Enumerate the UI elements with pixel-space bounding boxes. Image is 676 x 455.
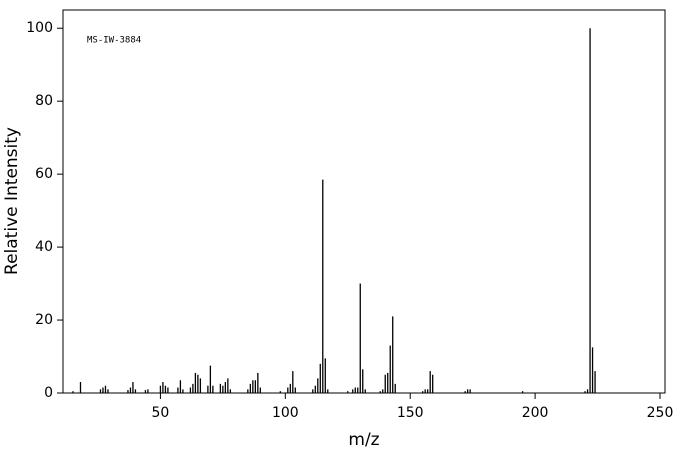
y-tick-label: 60	[35, 166, 53, 182]
x-tick-label: 150	[397, 405, 424, 421]
y-tick-label: 80	[35, 93, 53, 109]
y-axis-title: Relative Intensity	[2, 127, 22, 275]
plot-frame	[62, 9, 666, 394]
y-tick-label: 0	[44, 385, 53, 401]
x-axis-title: m/z	[348, 430, 379, 450]
x-tick-label: 100	[272, 405, 299, 421]
annotation: MS-IW-3884	[87, 36, 141, 46]
x-tick-label: 50	[152, 405, 170, 421]
y-tick-label: 100	[26, 20, 53, 36]
x-tick-label: 250	[647, 405, 674, 421]
y-tick-label: 20	[35, 312, 53, 328]
x-tick-label: 200	[522, 405, 549, 421]
y-tick-label: 40	[35, 239, 53, 255]
